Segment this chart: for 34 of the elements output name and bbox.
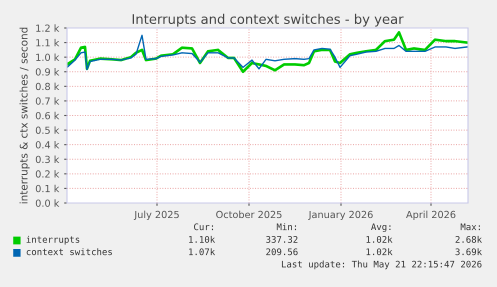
y-tick-label: 0.8 k [36,82,60,90]
x-tick-label: January 2026 [308,210,373,220]
y-tick-label: 0.1 k [36,184,60,192]
text: 1.02k [366,248,392,256]
y-axis-title: interrupts & ctx switches / second [20,28,30,204]
y-tick-label: 0.6 k [36,112,60,120]
x-tick-label: October 2025 [216,210,282,218]
text: Avg: [371,223,390,232]
y-tick-label: 0.2 k [36,170,60,178]
y-tick-label: 0.7 k [36,97,60,105]
y-tick-label: 0.3 k [36,156,60,164]
y-tick-label: 1.1 k [36,38,60,46]
legend-label: context switches [26,248,112,256]
chart-title: Interrupts and context switches - by year [132,14,404,27]
y-tick-label: 0.9 k [36,68,60,76]
text: 1.02k [366,236,392,243]
x-tick-label: April 2026 [406,210,456,220]
text: 1.10k [189,236,216,243]
x-tick-label: July 2025 [134,210,179,220]
text: 337.32 [266,236,298,243]
y-tick-label: 1.2 k [36,24,60,32]
text: Min: [276,223,296,230]
text: Last update: Thu May 21 22:15:47 2026 [282,260,482,270]
legend-label: interrupts [26,236,80,245]
y-tick-label: 1.0 k [36,53,60,61]
y-tick-label: 0.4 k [36,140,60,148]
y-tick-label: 0.5 k [36,126,60,134]
text: Max: [460,224,480,230]
text: 1.07k [189,248,216,256]
text: 2.68k [456,236,482,243]
text: Cur: [194,223,214,230]
text: 3.69k [456,248,482,256]
y-tick-label: 0.0 k [36,199,60,207]
text: 209.56 [266,248,298,256]
